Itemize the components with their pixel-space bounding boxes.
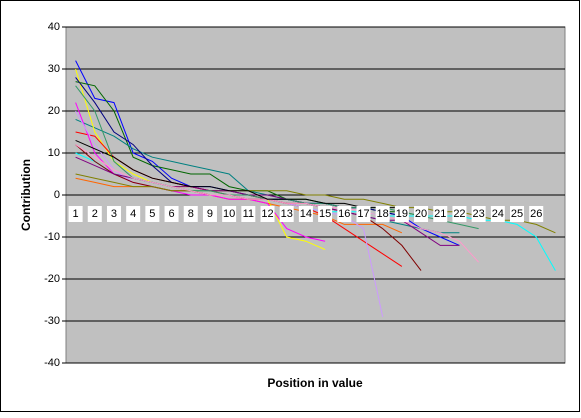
x-tick-label-box	[433, 206, 448, 222]
x-tick-label-box	[452, 206, 467, 222]
x-tick-label: 16	[338, 208, 350, 220]
x-tick-label: 3	[111, 208, 117, 220]
x-tick-label-box	[510, 206, 525, 222]
x-tick-label-box	[222, 206, 237, 222]
x-tick-label-box	[356, 206, 371, 222]
x-tick-label-box	[394, 206, 409, 222]
x-tick-label: 2	[92, 208, 98, 220]
x-tick-label: 1	[73, 208, 79, 220]
x-tick-label: 25	[511, 208, 523, 220]
x-tick-label: 4	[130, 208, 136, 220]
y-tick-label: 40	[48, 21, 60, 33]
x-tick-label: 19	[396, 208, 408, 220]
x-tick-label: 14	[300, 208, 312, 220]
x-tick-label: 21	[434, 208, 446, 220]
y-tick-label: 20	[48, 105, 60, 117]
x-tick-label: 20	[415, 208, 427, 220]
x-tick-label: 13	[281, 208, 293, 220]
x-tick-label-box	[318, 206, 333, 222]
x-tick-label-box	[87, 206, 102, 222]
x-tick-label: 17	[357, 208, 369, 220]
x-tick-label-box	[145, 206, 160, 222]
x-tick-label-box	[68, 206, 83, 222]
x-tick-label: 26	[530, 208, 542, 220]
y-tick-label: -20	[44, 273, 60, 285]
x-tick-label: 23	[473, 208, 485, 220]
x-tick-label: 24	[492, 208, 504, 220]
x-tick-label-box	[126, 206, 141, 222]
x-tick-label: 6	[168, 208, 174, 220]
x-tick-label-box	[260, 206, 275, 222]
y-axis-label: Contribution	[19, 159, 33, 231]
x-tick-label-box	[490, 206, 505, 222]
x-tick-label: 5	[149, 208, 155, 220]
x-tick-label: 10	[223, 208, 235, 220]
y-tick-label: 10	[48, 147, 60, 159]
x-tick-label-box	[529, 206, 544, 222]
x-tick-label-box	[241, 206, 256, 222]
y-tick-label: -10	[44, 231, 60, 243]
x-tick-label-box	[279, 206, 294, 222]
y-tick-label: -30	[44, 315, 60, 327]
x-tick-label-box	[183, 206, 198, 222]
x-tick-label-box	[106, 206, 121, 222]
x-tick-label: 22	[453, 208, 465, 220]
y-tick-label: 30	[48, 63, 60, 75]
x-tick-label: 9	[207, 208, 213, 220]
x-tick-label: 8	[188, 208, 194, 220]
x-tick-label-box	[414, 206, 429, 222]
x-tick-label: 15	[319, 208, 331, 220]
series-line	[75, 139, 402, 209]
x-tick-label: 11	[243, 208, 254, 220]
x-tick-label-box	[298, 206, 313, 222]
x-tick-label-box	[471, 206, 486, 222]
x-axis-label: Position in value	[267, 376, 363, 390]
x-tick-label-box	[375, 206, 390, 222]
x-tick-label: 18	[377, 208, 389, 220]
y-tick-label: 0	[54, 189, 60, 201]
y-tick-label: -40	[44, 357, 60, 369]
series-line	[75, 144, 480, 263]
x-tick-label-box	[202, 206, 217, 222]
x-tick-label-box	[337, 206, 352, 222]
x-tick-label-box	[164, 206, 179, 222]
x-tick-label: 12	[261, 208, 273, 220]
